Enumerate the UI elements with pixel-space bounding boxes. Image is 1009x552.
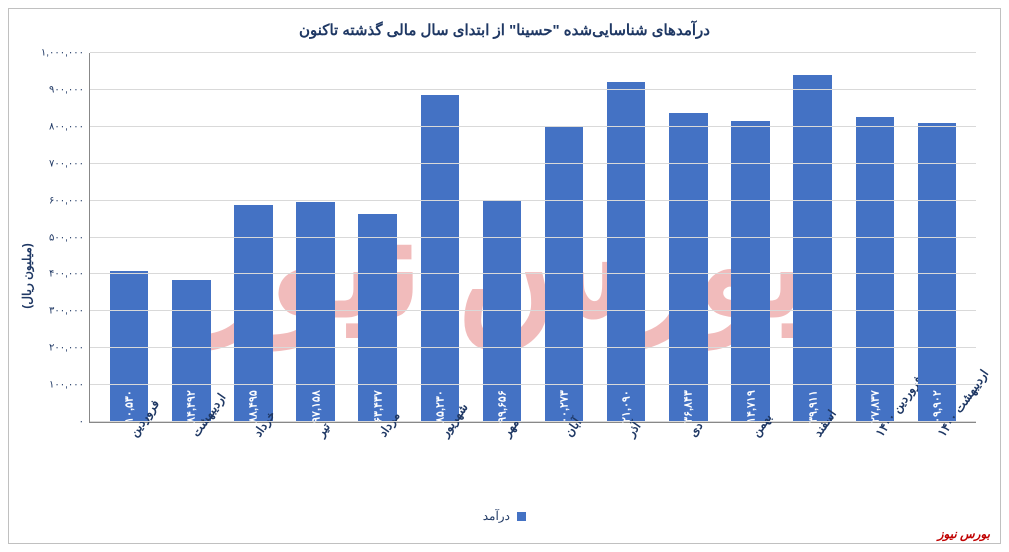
ytick-label: ۳۰۰,۰۰۰ [49, 306, 84, 317]
ytick-label: ۴۰۰,۰۰۰ [49, 269, 84, 280]
bars-group: ۴۱۰,۵۳۰فروردین۳۸۴,۴۹۲اردیبهشت۵۸۸,۴۹۵خردا… [90, 53, 976, 422]
gridline [90, 126, 976, 127]
bar: ۸۳۶,۸۴۳ [669, 113, 708, 422]
ytick-label: ۹۰۰,۰۰۰ [49, 84, 84, 95]
chart-container: درآمدهای شناسایی‌شده "حسینا" از ابتدای س… [8, 8, 1001, 544]
bar: ۸۸۵,۲۳۰ [421, 95, 460, 422]
bar: ۵۹۹,۶۵۶ [483, 201, 522, 422]
bar-slot: ۸۳۶,۸۴۳دی [657, 53, 719, 422]
legend-swatch [517, 512, 526, 521]
gridline [90, 163, 976, 164]
plot-area: ۴۱۰,۵۳۰فروردین۳۸۴,۴۹۲اردیبهشت۵۸۸,۴۹۵خردا… [89, 53, 976, 423]
bar: ۵۹۷,۱۵۸ [296, 202, 335, 422]
ytick-label: ۷۰۰,۰۰۰ [49, 158, 84, 169]
gridline [90, 347, 976, 348]
bar-slot: ۵۹۹,۶۵۶مهر [471, 53, 533, 422]
gridline [90, 310, 976, 311]
bar-slot: ۵۹۷,۱۵۸تیر [284, 53, 346, 422]
bar-slot: ۸۰۰,۲۷۳آبان [533, 53, 595, 422]
bar: ۳۸۴,۴۹۲ [172, 280, 211, 422]
gridline [90, 200, 976, 201]
gridline [90, 273, 976, 274]
gridline [90, 384, 976, 385]
bar-slot: ۹۲۱,۰۹۰آذر [595, 53, 657, 422]
y-axis-label: (میلیون ریال) [20, 243, 34, 309]
ytick-label: ۶۰۰,۰۰۰ [49, 195, 84, 206]
bar-slot: ۵۶۳,۴۳۷مرداد [347, 53, 409, 422]
bar-slot: ۳۸۴,۴۹۲اردیبهشت [160, 53, 222, 422]
chart-title: درآمدهای شناسایی‌شده "حسینا" از ابتدای س… [9, 9, 1000, 47]
bar: ۹۳۹,۹۱۱ [793, 75, 832, 422]
gridline [90, 89, 976, 90]
ytick-label: ۰ [79, 417, 84, 428]
bar-slot: ۸۰۹,۹۰۲اردیبهشت ۱۴۰۰ [906, 53, 968, 422]
bar: ۵۶۳,۴۳۷ [358, 214, 397, 422]
gridline [90, 52, 976, 53]
gridline [90, 421, 976, 422]
bar: ۹۲۱,۰۹۰ [607, 82, 646, 422]
legend: درآمد [9, 509, 1000, 523]
bar-slot: ۸۱۴,۷۱۹بهمن [719, 53, 781, 422]
footer-brand: بورس نیوز [938, 527, 990, 541]
ytick-label: ۱,۰۰۰,۰۰۰ [41, 48, 84, 59]
plot-wrapper: ۴۱۰,۵۳۰فروردین۳۸۴,۴۹۲اردیبهشت۵۸۸,۴۹۵خردا… [89, 53, 976, 423]
gridline [90, 237, 976, 238]
ytick-label: ۱۰۰,۰۰۰ [49, 380, 84, 391]
bar-slot: ۵۸۸,۴۹۵خرداد [222, 53, 284, 422]
bar-slot: ۸۸۵,۲۳۰شهریور [409, 53, 471, 422]
ytick-label: ۸۰۰,۰۰۰ [49, 121, 84, 132]
legend-label: درآمد [483, 509, 510, 523]
ytick-label: ۵۰۰,۰۰۰ [49, 232, 84, 243]
bar-slot: ۴۱۰,۵۳۰فروردین [98, 53, 160, 422]
bar-slot: ۸۲۷,۸۳۷فروردین ۱۴۰۰ [844, 53, 906, 422]
ytick-label: ۲۰۰,۰۰۰ [49, 343, 84, 354]
bar: ۸۱۴,۷۱۹ [731, 121, 770, 422]
bar-slot: ۹۳۹,۹۱۱اسفند [782, 53, 844, 422]
